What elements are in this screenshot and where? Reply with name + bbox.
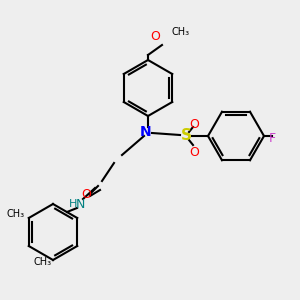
Text: CH₃: CH₃ [7,209,25,219]
Text: O: O [189,118,199,130]
Text: N: N [140,125,152,139]
Text: F: F [269,131,276,145]
Text: O: O [81,188,91,200]
Text: O: O [189,146,199,158]
Text: O: O [150,29,160,43]
Text: CH₃: CH₃ [172,27,190,37]
Text: S: S [181,128,191,143]
Text: N: N [75,197,85,211]
Text: H: H [69,199,77,209]
Text: CH₃: CH₃ [34,257,52,267]
